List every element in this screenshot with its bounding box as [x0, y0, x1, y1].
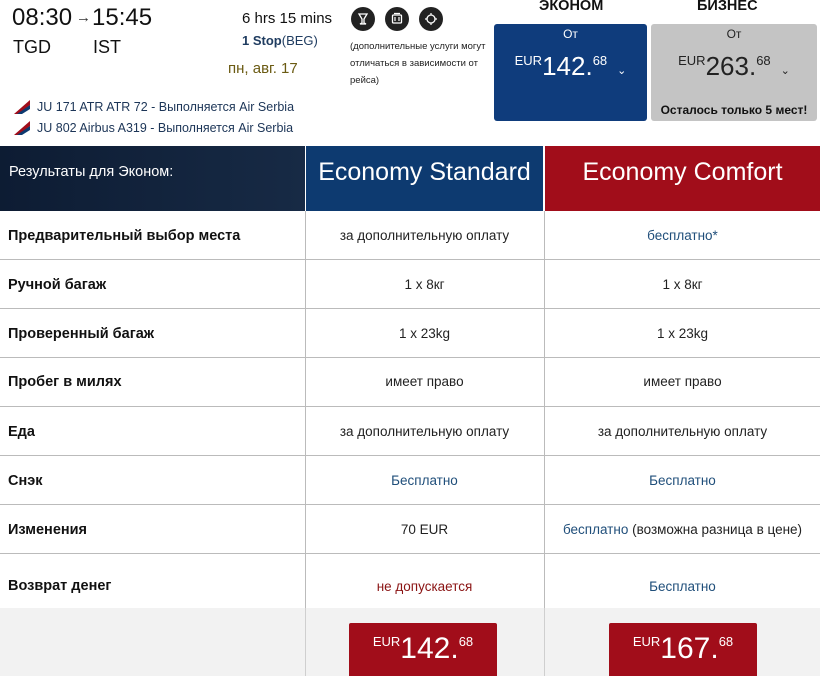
column-divider	[544, 608, 545, 676]
flight-summary: 08:30 → 15:45 TGD IST 6 hrs 15 mins 1 St…	[0, 0, 820, 146]
price-decimals: 68	[756, 53, 771, 68]
free-text: бесплатно	[562, 522, 629, 537]
cell-comfort: имеет право	[643, 374, 722, 389]
table-row: Ручной багаж 1 x 8кг 1 x 8кг	[0, 260, 820, 309]
snack-service-icon	[419, 7, 443, 31]
column-divider	[305, 608, 306, 676]
currency: EUR	[678, 53, 706, 68]
tab-economy-comfort[interactable]: Economy Comfort	[545, 146, 820, 211]
price-amount: 263.	[705, 51, 757, 81]
stops-count: 1 Stop	[242, 33, 282, 48]
price-difference-note: (возможна разница в цене)	[628, 522, 803, 537]
flight-segment: JU 171 ATR ATR 72 - Выполняется Air Serb…	[13, 99, 294, 115]
air-serbia-logo-icon	[14, 121, 30, 135]
row-label: Пробег в милях	[8, 374, 122, 390]
business-fare-heading: БИЗНЕС	[697, 0, 758, 14]
row-label: Проверенный багаж	[8, 326, 155, 342]
arrival-time: 15:45	[92, 4, 153, 31]
business-fare-price: EUR263.68 ⌄	[651, 51, 817, 82]
services-note: (дополнительные услуги могут отличаться …	[350, 41, 486, 86]
table-row: Проверенный багаж 1 x 23kg 1 x 23kg	[0, 309, 820, 358]
currency: EUR	[514, 53, 543, 68]
departure-airport-code: TGD	[13, 37, 51, 57]
flight-segment-text: JU 802 Airbus A319 - Выполняется Air Ser…	[37, 121, 294, 135]
fare-from-label: От	[563, 27, 578, 41]
table-header: Результаты для Эконом: Economy Standard …	[0, 146, 820, 211]
cell-comfort: 1 x 8кг	[662, 277, 703, 292]
row-label: Изменения	[8, 522, 88, 538]
table-row: Снэк Бесплатно Бесплатно	[0, 456, 820, 505]
economy-fare-price: EUR142.68 ⌄	[494, 51, 647, 82]
drink-service-icon	[351, 7, 375, 31]
cell-comfort: 1 x 23kg	[656, 326, 709, 341]
flight-segment-text: JU 171 ATR ATR 72 - Выполняется Air Serb…	[37, 100, 295, 114]
row-label: Возврат денег	[8, 578, 112, 594]
meal-service-icon	[385, 7, 409, 31]
stops-info[interactable]: 1 Stop(BEG)	[242, 33, 318, 48]
chevron-down-icon: ⌄	[780, 65, 790, 78]
cell-comfort: Бесплатно	[649, 473, 716, 488]
table-row: Пробег в милях имеет право имеет право	[0, 358, 820, 407]
cell-standard: за дополнительную оплату	[339, 228, 510, 243]
cell-comfort: Бесплатно	[649, 579, 716, 594]
results-heading: Результаты для Эконом:	[0, 146, 305, 211]
row-label: Снэк	[8, 473, 43, 489]
price-decimals: 68	[718, 634, 734, 649]
price-amount: 142.	[542, 51, 593, 81]
table-row: Предварительный выбор места за дополните…	[0, 211, 820, 260]
table-row: Еда за дополнительную оплату за дополнит…	[0, 407, 820, 456]
column-divider	[305, 211, 306, 676]
select-economy-comfort-button[interactable]: EUR167.68	[609, 623, 757, 676]
stop-airport: (BEG)	[281, 33, 318, 48]
price-amount: 167.	[660, 632, 719, 665]
seats-left-alert: Осталось только 5 мест!	[660, 103, 808, 117]
currency: EUR	[632, 634, 661, 649]
cell-standard: не допускается	[376, 579, 473, 594]
fare-from-label: От	[726, 27, 742, 41]
cell-comfort: за дополнительную оплату	[597, 424, 768, 439]
flight-date: пн, авг. 17	[228, 60, 298, 77]
price-amount: 142.	[400, 632, 459, 665]
flight-duration: 6 hrs 15 mins	[242, 10, 333, 27]
row-label: Ручной багаж	[8, 277, 107, 293]
table-row: Возврат денег не допускается Бесплатно	[0, 554, 820, 611]
economy-fare-heading: ЭКОНОМ	[539, 0, 604, 14]
economy-fare-button[interactable]: От EUR142.68 ⌄	[494, 24, 647, 121]
column-divider	[544, 211, 545, 676]
price-decimals: 68	[458, 634, 474, 649]
arrow-right-icon: →	[76, 9, 91, 26]
row-label: Еда	[8, 424, 35, 440]
business-fare-button[interactable]: От EUR263.68 ⌄ Осталось только 5 мест!	[651, 24, 817, 121]
cell-standard: имеет право	[385, 374, 464, 389]
air-serbia-logo-icon	[14, 100, 30, 114]
row-label: Предварительный выбор места	[8, 228, 241, 244]
select-economy-standard-button[interactable]: EUR142.68	[349, 623, 497, 676]
cell-standard: 1 x 23kg	[398, 326, 451, 341]
cell-standard: Бесплатно	[391, 473, 458, 488]
price-row: EUR142.68 EUR167.68	[0, 608, 820, 676]
cell-comfort: бесплатно (возможна разница в цене)	[545, 522, 820, 537]
cell-standard: за дополнительную оплату	[339, 424, 510, 439]
price-decimals: 68	[592, 53, 608, 68]
currency: EUR	[372, 634, 401, 649]
departure-time: 08:30	[12, 4, 73, 31]
service-icons	[351, 7, 443, 31]
cell-comfort: бесплатно*	[647, 228, 718, 243]
cell-standard: 70 EUR	[400, 522, 449, 537]
tab-economy-standard[interactable]: Economy Standard	[306, 146, 543, 211]
cell-standard: 1 x 8кг	[404, 277, 445, 292]
arrival-airport-code: IST	[93, 37, 122, 57]
chevron-down-icon: ⌄	[617, 65, 627, 78]
table-row: Изменения 70 EUR бесплатно (возможна раз…	[0, 505, 820, 554]
flight-segment: JU 802 Airbus A319 - Выполняется Air Ser…	[13, 120, 293, 136]
